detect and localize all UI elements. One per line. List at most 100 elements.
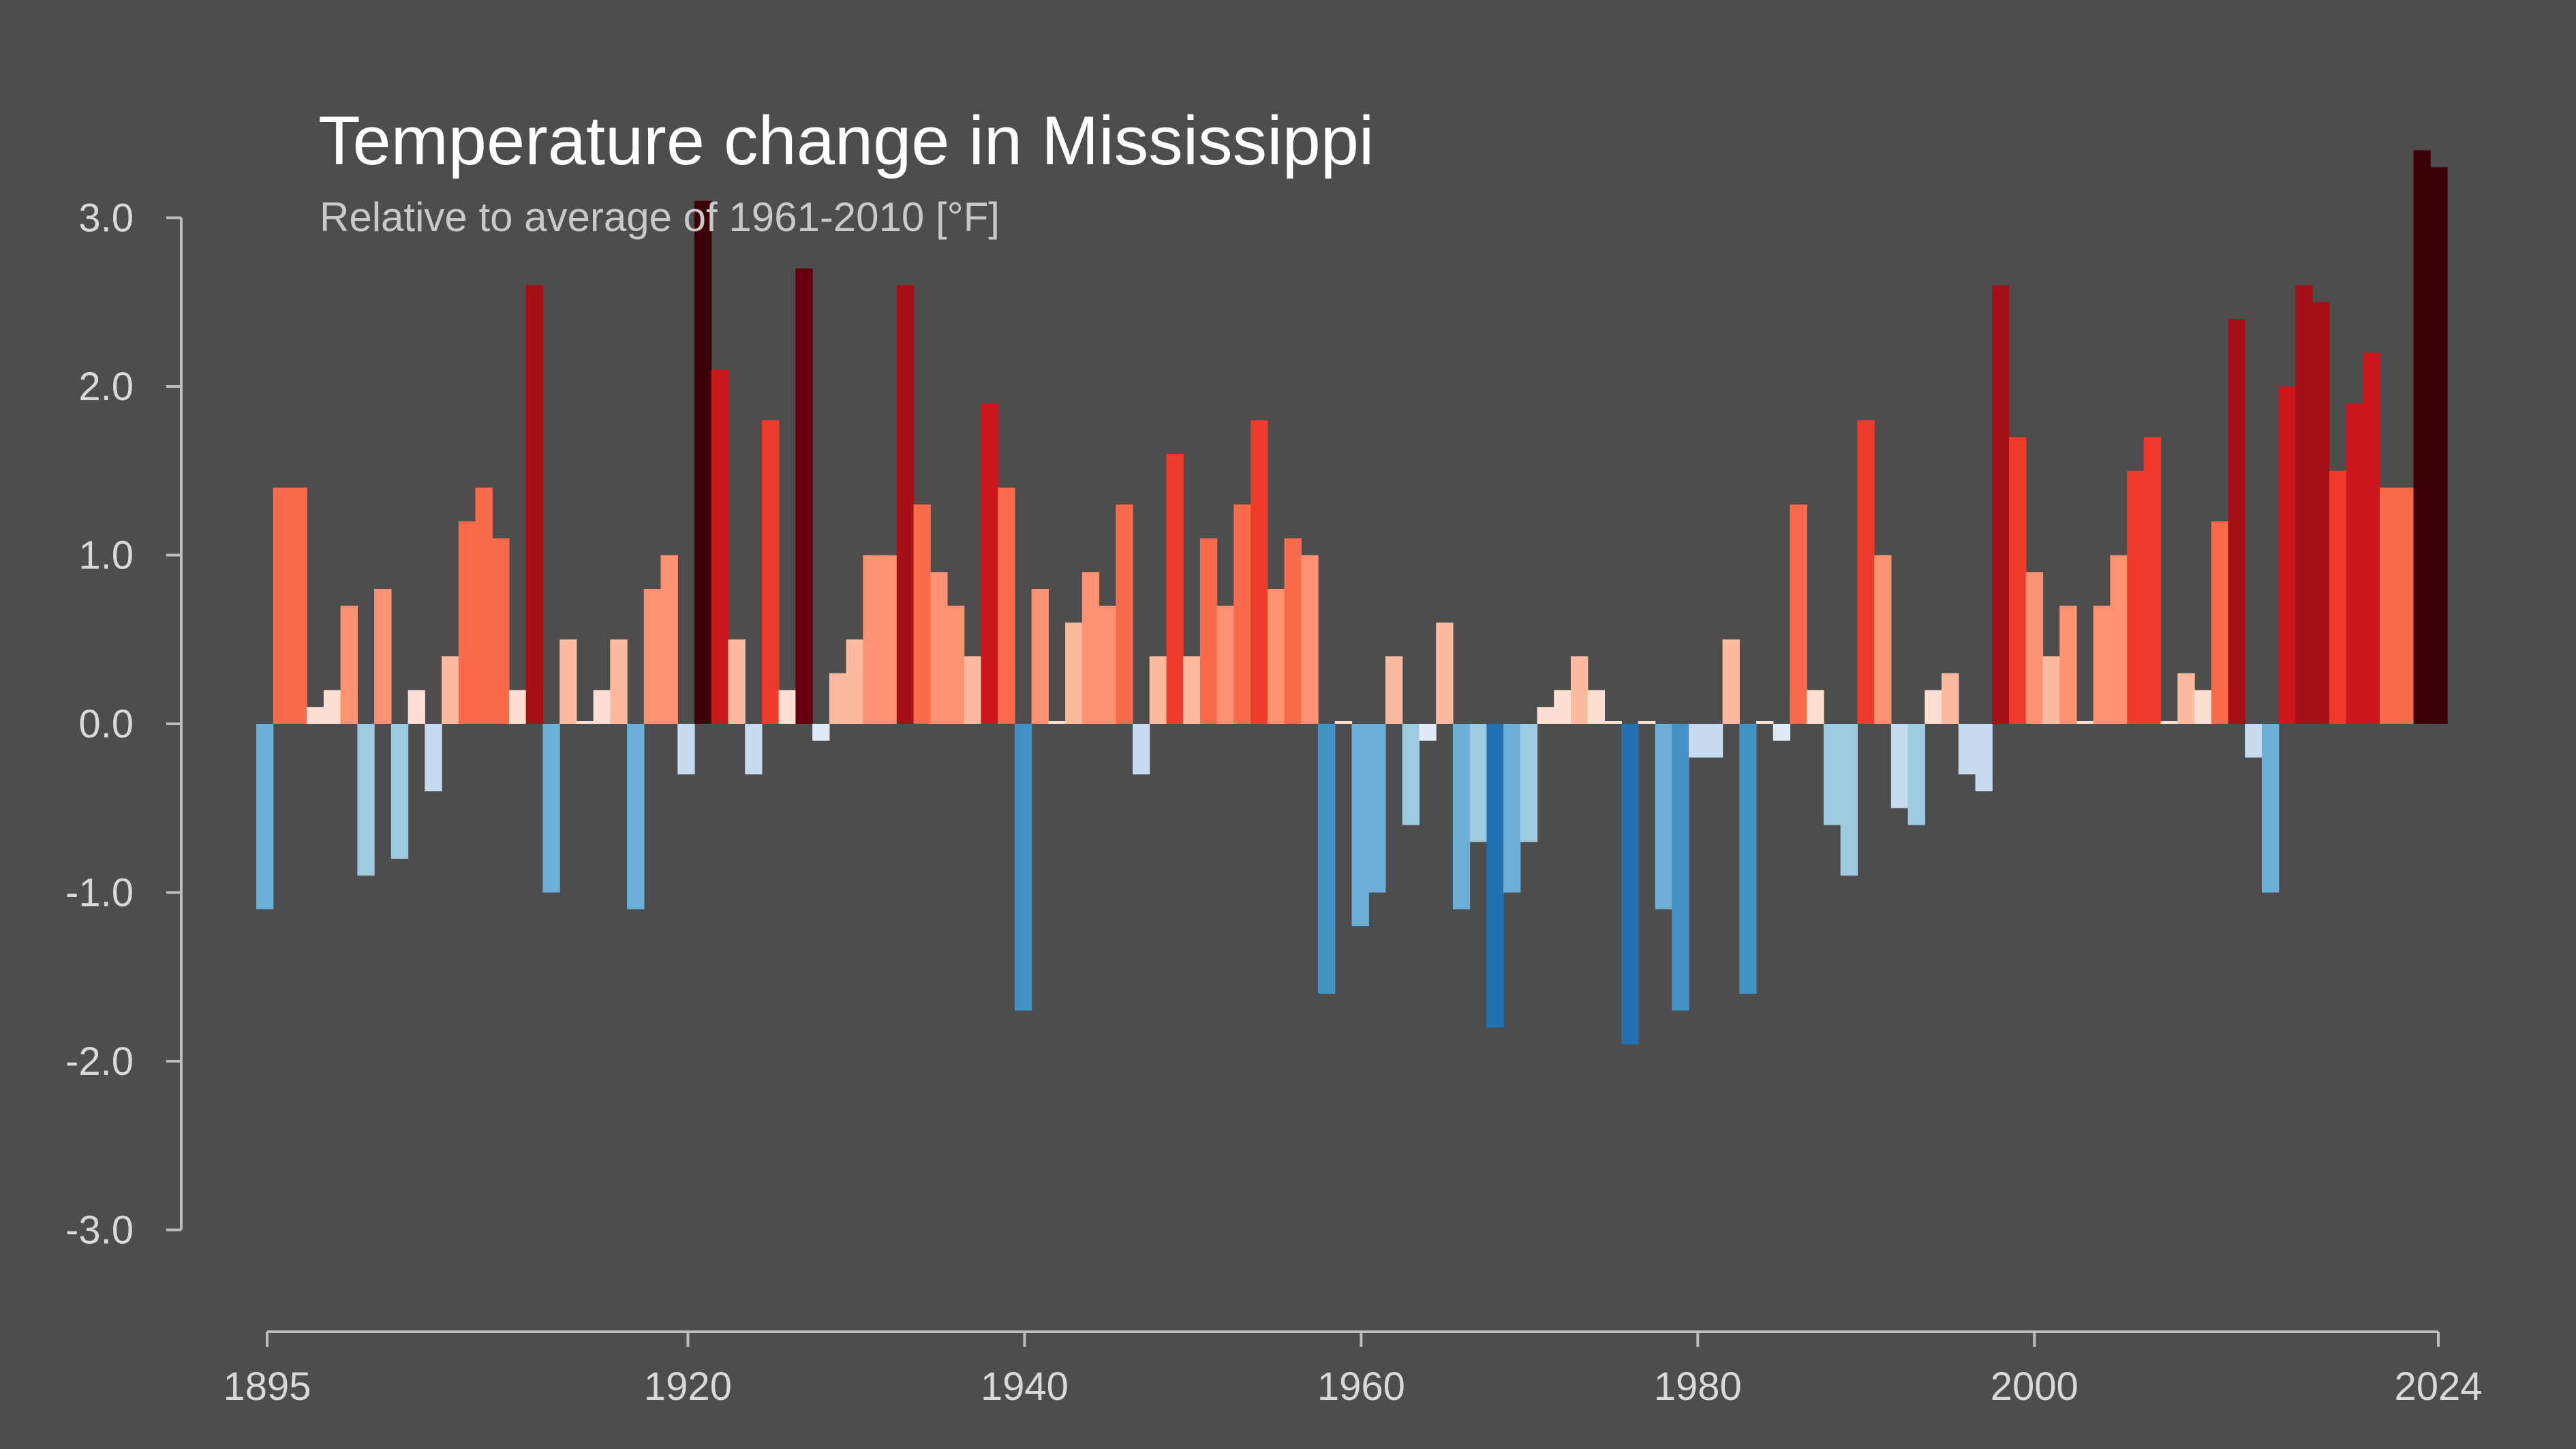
bar-2018 [2329,470,2347,724]
bar-2003 [2076,721,2094,724]
bar-1961 [1368,724,1386,893]
bar-1902 [374,589,392,724]
y-tick-label: -2.0 [65,1039,134,1084]
bar-1924 [745,724,763,775]
bar-2012 [2228,319,2245,724]
bar-2013 [2245,724,2263,758]
bar-1977 [1638,721,1656,724]
bar-1906 [442,656,459,724]
bar-1937 [964,656,982,724]
bar-1952 [1216,605,1234,724]
bar-2021 [2380,487,2397,724]
bar-1980 [1689,724,1706,758]
bar-1915 [593,690,611,724]
bar-1944 [1082,572,1100,724]
bar-2009 [2177,673,2195,724]
bar-1904 [408,690,425,724]
bar-1995 [1942,673,1959,724]
bar-1983 [1739,724,1757,994]
bar-1969 [1503,724,1521,893]
x-tick-label: 1920 [644,1364,732,1409]
bar-1929 [829,673,847,724]
bar-2006 [2127,470,2145,724]
bar-2005 [2110,555,2128,724]
bar-1900 [340,605,358,724]
bar-1956 [1284,538,1302,724]
x-tick-label: 1895 [223,1364,311,1409]
bar-1993 [1907,724,1925,825]
bar-1970 [1520,724,1538,842]
y-axis: 3.0 2.0 1.0 0.0 -1.0 -2.0 -3.0 [65,196,183,1253]
bar-1954 [1251,420,1268,724]
bar-1978 [1655,724,1672,910]
bar-1947 [1133,724,1150,775]
bar-1920 [677,724,695,775]
bar-1934 [913,504,931,724]
bar-1951 [1199,538,1218,724]
bar-1927 [795,268,813,724]
bar-1896 [273,487,291,724]
bar-2000 [2025,572,2044,724]
bar-series [256,150,2448,1045]
bar-1998 [1992,285,2010,724]
x-tick-label: 1940 [981,1364,1069,1409]
bar-1994 [1925,690,1942,724]
x-tick-label: 2024 [2394,1364,2482,1409]
bar-1948 [1149,656,1167,724]
y-tick-label: 2.0 [78,365,134,409]
bar-1962 [1385,656,1403,724]
bar-1984 [1756,721,1774,724]
bar-2022 [2396,487,2414,724]
bar-1985 [1773,724,1791,741]
bar-2004 [2093,605,2111,724]
bar-1897 [290,487,307,724]
bar-1931 [863,555,880,724]
bar-1991 [1874,555,1892,724]
bar-1946 [1116,504,1133,724]
y-tick-label: 0.0 [78,702,134,746]
bar-1938 [981,403,998,724]
bar-2001 [2042,656,2060,724]
bar-1905 [425,724,442,791]
bar-1910 [508,690,527,724]
bar-1999 [2009,437,2027,724]
bar-1907 [458,521,476,724]
bar-1981 [1705,724,1723,758]
bar-1968 [1486,724,1504,1028]
bar-2020 [2363,352,2380,724]
bar-1979 [1672,724,1689,1011]
bar-1935 [930,572,948,724]
bar-1989 [1840,724,1858,876]
bar-1986 [1790,504,1807,724]
bar-2023 [2413,150,2431,724]
bar-1997 [1975,724,1993,791]
bar-1909 [492,538,510,724]
bar-1965 [1436,622,1454,724]
bar-1945 [1099,605,1116,724]
bar-1917 [627,724,645,910]
bar-1919 [660,555,678,724]
bar-1957 [1301,555,1319,724]
bar-1903 [390,724,409,859]
y-tick-label: 3.0 [78,196,134,241]
bar-1972 [1554,690,1571,724]
bar-1923 [728,639,746,724]
y-tick-label: -1.0 [65,871,134,915]
x-axis: 1895 1920 1940 1960 1980 2000 2024 [223,1330,2483,1409]
bar-1960 [1351,724,1369,926]
bar-2017 [2312,302,2330,724]
bar-1955 [1267,589,1285,724]
bar-2024 [2430,167,2448,724]
bar-2011 [2211,521,2229,724]
bar-1990 [1857,420,1875,724]
bar-1921 [694,200,712,724]
bar-1949 [1166,454,1184,724]
bar-1911 [525,285,544,724]
bar-1901 [357,724,375,876]
bar-1916 [610,639,628,724]
bar-1895 [256,724,274,910]
bar-1974 [1587,690,1606,724]
bar-1958 [1318,724,1336,994]
x-tick-label: 1960 [1317,1364,1405,1409]
